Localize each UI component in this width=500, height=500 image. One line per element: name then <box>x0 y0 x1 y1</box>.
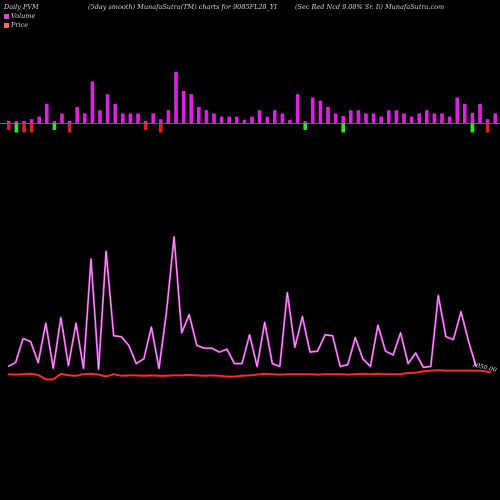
volume-bar <box>485 123 490 133</box>
legend-price: Price <box>4 21 28 29</box>
volume-bar <box>166 110 171 123</box>
volume-bar <box>37 116 41 123</box>
volume-bar <box>447 116 452 123</box>
volume-bar <box>394 110 399 123</box>
volume-bar <box>432 113 437 123</box>
volume-bar <box>250 116 254 123</box>
volume-bar <box>113 103 117 123</box>
volume-bar <box>349 110 353 123</box>
volume-bar <box>227 116 231 123</box>
volume-bar <box>90 81 95 123</box>
volume-bar-cap <box>14 121 19 123</box>
volume-bar-cap <box>341 116 345 123</box>
pvm-line <box>7 235 478 371</box>
volume-bar <box>257 110 262 123</box>
volume-bar <box>204 110 209 123</box>
volume-bar <box>387 110 391 123</box>
volume-bar <box>280 113 285 123</box>
volume-bar <box>174 71 178 123</box>
volume-bar <box>83 113 87 123</box>
volume-bar <box>29 123 34 133</box>
volume-bar <box>143 123 148 130</box>
volume-bar <box>455 97 459 123</box>
volume-bar <box>265 116 269 123</box>
volume-bar-cap <box>143 121 148 123</box>
price-line <box>7 369 492 381</box>
volume-bar <box>417 113 421 123</box>
volume-bar <box>333 113 338 123</box>
volume-bar <box>463 103 467 123</box>
volume-bar <box>45 103 49 123</box>
volume-bar <box>7 123 11 130</box>
volume-bar <box>98 110 102 123</box>
volume-bar <box>470 123 475 133</box>
volume-bar-cap <box>470 112 475 123</box>
volume-bar <box>67 123 72 133</box>
volume-bar <box>121 113 125 123</box>
volume-bar <box>219 116 224 123</box>
chart-header-left: Daily PVM <box>4 3 39 11</box>
volume-bar <box>105 94 110 123</box>
volume-bar <box>288 119 292 123</box>
volume-bar <box>409 116 414 123</box>
volume-bar <box>212 113 216 123</box>
volume-bar <box>235 116 239 123</box>
volume-bar-cap <box>67 121 72 123</box>
volume-bar <box>318 100 323 123</box>
volume-bar <box>242 119 247 123</box>
volume-bar <box>189 94 193 123</box>
volume-bar <box>22 123 26 133</box>
volume-bar-cap <box>52 121 57 123</box>
volume-bar <box>402 113 406 123</box>
volume-bar <box>60 113 64 123</box>
volume-bar <box>128 113 133 123</box>
volume-bar <box>440 113 444 123</box>
volume-bar <box>75 107 79 123</box>
legend-volume-label: Volume <box>11 12 36 20</box>
volume-bar <box>326 107 330 123</box>
volume-bar-cap <box>485 119 490 123</box>
volume-bar <box>136 113 140 123</box>
volume-bar-cap <box>7 121 11 123</box>
legend-price-label: Price <box>11 21 29 29</box>
volume-bar <box>151 113 155 123</box>
volume-bar-cap <box>29 119 34 123</box>
volume-bar <box>364 113 368 123</box>
volume-bar <box>493 113 497 123</box>
volume-bars <box>7 71 497 133</box>
volume-bar <box>478 103 482 123</box>
volume-bar <box>303 123 307 130</box>
volume-bar <box>356 110 361 123</box>
volume-bar <box>14 123 19 133</box>
chart-header-right: (Sec Red Ncd 9.08% Sr. Ii) MunafaSutra.c… <box>295 3 445 11</box>
legend-volume-swatch <box>4 14 9 19</box>
volume-bar <box>311 97 315 123</box>
volume-bar <box>52 123 57 130</box>
volume-bar <box>379 116 383 123</box>
pvm-line-core <box>7 236 477 370</box>
legend-price-swatch <box>4 23 9 28</box>
volume-bar <box>159 123 163 133</box>
volume-bar <box>273 110 277 123</box>
volume-bar <box>197 107 201 123</box>
volume-bar-cap <box>22 121 26 123</box>
volume-bar-cap <box>159 119 163 123</box>
legend-volume: Volume <box>4 12 35 20</box>
volume-bar <box>371 113 376 123</box>
volume-bar <box>425 110 429 123</box>
volume-bar <box>181 91 186 123</box>
chart-header-center: (5day smooth) MunafaSutra(TM) charts for… <box>88 3 277 11</box>
volume-bar-cap <box>303 121 307 123</box>
volume-bar <box>295 94 300 123</box>
volume-bar <box>341 123 345 133</box>
